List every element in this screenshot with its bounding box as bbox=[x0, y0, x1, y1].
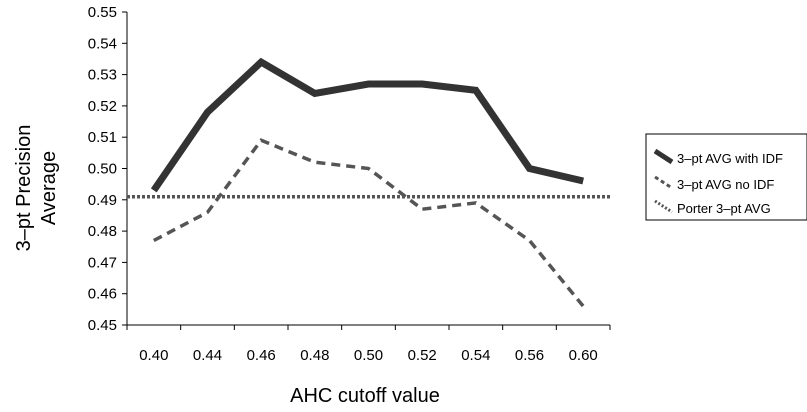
y-tick-label: 0.54 bbox=[88, 35, 117, 52]
x-tick-label: 0.56 bbox=[515, 347, 544, 364]
y-tick-label: 0.51 bbox=[88, 129, 117, 146]
legend-label-with-idf: 3–pt AVG with IDF bbox=[677, 151, 783, 166]
series-line-no-idf bbox=[152, 138, 585, 308]
y-tick-label: 0.50 bbox=[88, 161, 117, 178]
x-tick-label: 0.50 bbox=[354, 347, 383, 364]
y-axis-label-line-2: Average bbox=[38, 151, 60, 225]
y-tick-label: 0.49 bbox=[88, 192, 117, 209]
x-ticks: 0.40 0.44 0.46 0.48 0.50 0.52 0.54 0.56 0.60 bbox=[126, 325, 611, 364]
y-tick-label: 0.47 bbox=[88, 254, 117, 271]
y-ticks: 0.45 0.46 0.47 0.48 0.49 0.50 0.51 0.52 0.53 0.54… bbox=[88, 4, 127, 334]
x-axis-label: AHC cutoff value bbox=[290, 385, 440, 407]
y-tick-label: 0.52 bbox=[88, 98, 117, 115]
series-line-with-idf bbox=[150, 57, 584, 193]
legend-swatch-with-idf bbox=[653, 148, 674, 165]
x-tick-label: 0.60 bbox=[569, 347, 598, 364]
x-tick-label: 0.44 bbox=[193, 347, 222, 364]
legend-box bbox=[645, 133, 807, 221]
legend-label-no-idf: 3–pt AVG no IDF bbox=[677, 177, 774, 192]
y-tick-label: 0.46 bbox=[88, 286, 117, 303]
y-tick-label: 0.55 bbox=[88, 4, 117, 21]
y-axis-label: 3–pt Precision Average bbox=[13, 125, 60, 252]
x-tick-label: 0.40 bbox=[139, 347, 168, 364]
legend: 3–pt AVG with IDF 3–pt AVG no IDF Porter… bbox=[645, 133, 807, 221]
y-tick-label: 0.45 bbox=[88, 317, 117, 334]
legend-swatch-porter bbox=[654, 199, 673, 214]
y-tick-label: 0.48 bbox=[88, 223, 117, 240]
y-axis-label-line-1: 3–pt Precision bbox=[13, 125, 35, 252]
x-tick-label: 0.52 bbox=[408, 347, 437, 364]
legend-swatch-no-idf bbox=[654, 175, 673, 190]
legend-label-porter: Porter 3–pt AVG bbox=[677, 201, 771, 216]
y-tick-label: 0.53 bbox=[88, 67, 117, 84]
x-tick-label: 0.48 bbox=[300, 347, 329, 364]
series-lines bbox=[127, 57, 610, 308]
x-tick-label: 0.46 bbox=[247, 347, 276, 364]
x-tick-label: 0.54 bbox=[461, 347, 490, 364]
